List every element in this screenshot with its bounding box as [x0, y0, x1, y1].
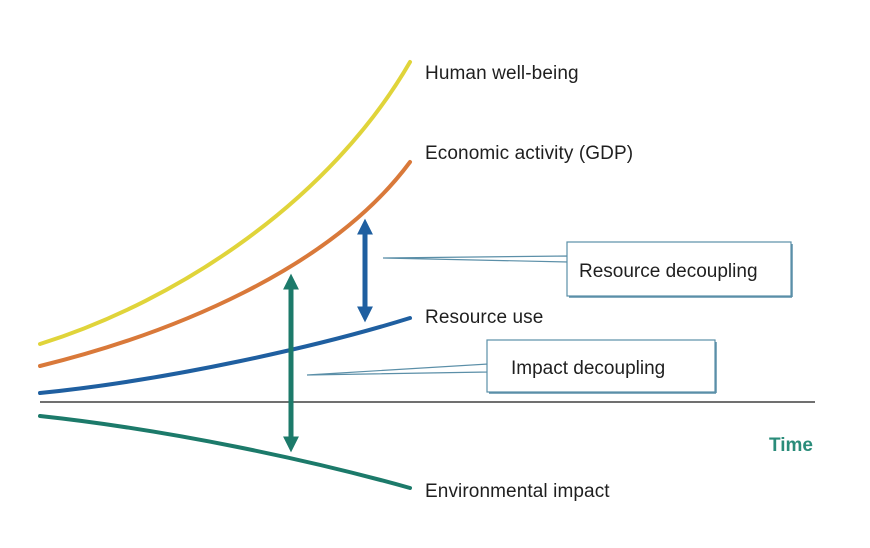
resource-use-label: Resource use — [425, 307, 543, 328]
impact-decoupling-box — [486, 339, 716, 393]
impact-decoupling-label: Impact decoupling — [511, 358, 665, 379]
impact-decoupling-pointer — [306, 363, 489, 376]
environmental-impact-curve — [38, 414, 412, 490]
human-wellbeing-label: Human well-being — [425, 63, 579, 84]
environmental-impact-label: Environmental impact — [425, 481, 610, 502]
human-wellbeing-curve — [38, 60, 412, 346]
resource-use-curve — [38, 316, 412, 395]
resource-decoupling-pointer — [382, 255, 569, 263]
gdp-label: Economic activity (GDP) — [425, 143, 633, 164]
time-axis-label: Time — [769, 435, 813, 456]
gdp-curve — [38, 160, 412, 368]
resource-decoupling-box — [566, 241, 792, 297]
resource-decoupling-label: Resource decoupling — [579, 261, 758, 282]
